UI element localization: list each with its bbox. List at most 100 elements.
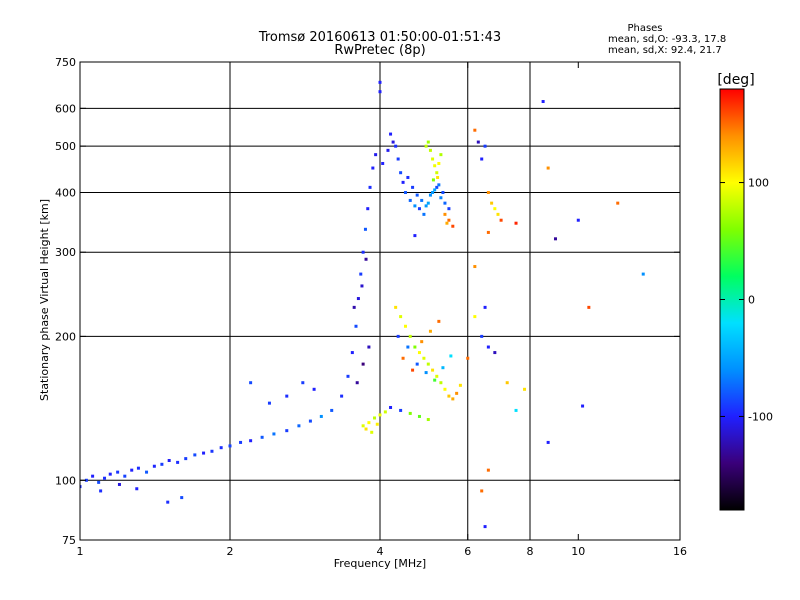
colorbar-tick-label: 100 [748,177,769,190]
x-tick-label: 6 [464,545,471,558]
data-point [375,422,379,426]
data-point [352,305,356,309]
data-point [401,180,405,184]
data-point [451,224,455,228]
data-point [420,198,424,202]
data-point [426,362,430,366]
data-point [167,458,171,462]
data-point [396,157,400,161]
data-point [480,157,484,161]
data-point [486,190,490,194]
data-point [99,489,103,493]
data-point [443,212,447,216]
data-point [330,408,334,412]
data-point [180,496,184,500]
data-point [490,201,494,205]
data-point [458,383,462,387]
data-point [359,272,363,276]
data-point [367,421,371,425]
data-point [420,340,424,344]
data-point [616,201,620,205]
data-point [135,487,139,491]
data-point [473,128,477,132]
chart-title: Tromsø 20160613 01:50:00-01:51:43 [258,30,501,45]
data-point [493,351,497,355]
data-point [408,198,412,202]
data-point [396,334,400,338]
data-point [443,201,447,205]
data-point [389,132,393,136]
data-point [350,351,354,355]
data-point [431,190,435,194]
data-point [152,464,156,468]
data-point [260,435,264,439]
data-point [426,201,430,205]
data-point [364,257,368,261]
y-tick-label: 500 [55,140,76,153]
data-point [449,354,453,358]
data-point [415,362,419,366]
grid-lines [80,62,680,540]
data-point [514,408,518,412]
data-point [480,334,484,338]
data-point [406,175,410,179]
data-point [435,185,439,189]
data-point [356,297,360,301]
colorbar-tick-label: -100 [748,410,773,423]
data-point [403,190,407,194]
data-point [360,284,364,288]
x-tick-label: 4 [377,545,384,558]
data-point [541,100,545,104]
data-point [433,188,437,192]
data-point [483,144,487,148]
y-tick-label: 750 [55,56,76,69]
data-point [319,414,323,418]
data-point [408,334,412,338]
data-point [483,305,487,309]
data-point [581,404,585,408]
data-point [486,468,490,472]
data-point [505,381,509,385]
data-point [546,166,550,170]
data-point [267,401,271,405]
data-point [445,221,449,225]
data-point [523,387,527,391]
data-point [371,166,375,170]
y-tick-label: 400 [55,186,76,199]
data-point [480,489,484,493]
data-point [431,157,435,161]
data-point [340,394,344,398]
data-point [166,500,170,504]
data-point [424,204,428,208]
data-point [374,153,378,157]
data-point [439,153,443,157]
data-point [366,207,370,211]
data-point [394,144,398,148]
data-point [439,381,443,385]
data-point [370,430,374,434]
x-tick-label: 2 [227,545,234,558]
data-point [108,472,112,476]
data-point [160,462,164,466]
data-point [383,410,387,414]
data-point [391,140,395,144]
data-point [428,329,432,333]
data-point [587,305,591,309]
data-point [367,345,371,349]
axis-ticks: 1 2 4 6 8 10 16 75 100 200 300 400 500 600 750 [55,56,687,558]
data-point [297,424,301,428]
data-point [123,474,127,478]
data-point [272,432,276,436]
data-point [437,183,441,187]
data-point [80,485,82,489]
phases-header: Phases [627,23,662,34]
data-point [346,374,350,378]
data-point [361,362,365,366]
data-point [576,218,580,222]
data-point [553,237,557,241]
data-point [386,148,390,152]
data-point [184,457,188,461]
data-point [441,366,445,370]
data-point [439,196,443,200]
data-point [308,419,312,423]
